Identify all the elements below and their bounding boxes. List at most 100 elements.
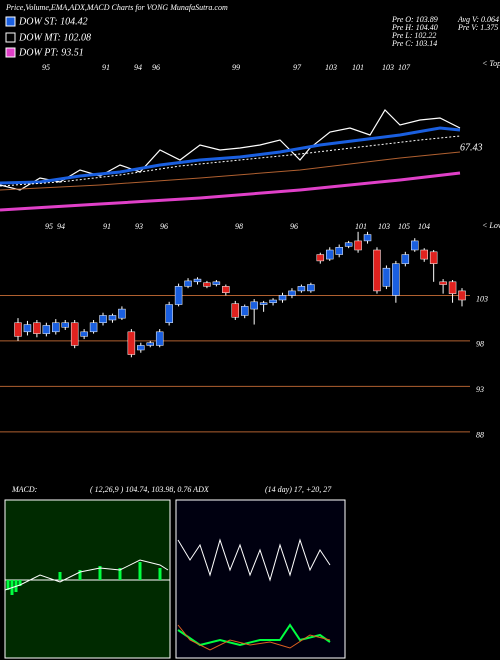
candle-body [439,281,447,285]
candle-body [335,247,343,255]
candle-body [70,322,79,346]
ema-label: 95 [42,63,50,72]
candle-body [278,295,287,301]
candle-body [33,322,41,334]
y-tick-label: 103 [476,294,488,303]
candle-body [458,290,466,301]
candle-body [420,249,428,260]
ema-label: 94 [134,63,142,72]
candle-body [373,249,381,292]
candle-body [61,322,69,328]
macd-params: ( 12,26,9 ) 104.74, 103.98, 0.76 ADX [90,485,210,494]
price-line [0,109,461,191]
macd-line [4,559,169,591]
candle-body [52,322,60,333]
ema-label: 101 [355,222,367,231]
ema-label: 101 [352,63,364,72]
candle-body [411,240,419,251]
candle-body [363,234,372,242]
ema-label: 99 [232,63,240,72]
candle-body [89,322,98,333]
tops-label: < Tops [482,59,500,68]
macd-label: MACD: [11,485,38,494]
ema-label: 91 [102,63,110,72]
ema-label: 94 [57,222,65,231]
quote-item: Pre C: 103.14 [391,39,437,48]
candle-body [23,324,32,333]
candle-body [297,286,306,292]
legend-swatch [5,16,16,27]
candle-body [155,331,164,346]
candle-body [240,306,249,316]
candle-body [392,263,400,296]
ema-pt [0,171,461,212]
ema-panel: < Tops < Lows 67.43 [0,59,500,230]
di-plus [177,623,331,647]
quote-item: Pre H: 104.40 [391,23,438,32]
y-tick-label: 88 [476,431,484,440]
macd-panel [4,499,171,659]
candle-body [137,345,145,351]
ema-label: 91 [103,222,111,231]
candle-body [269,299,277,303]
ema-label: 96 [152,63,160,72]
candle-body [203,282,211,287]
ema-label: 104 [418,222,430,231]
candle-body [42,325,51,334]
ema-mid [0,135,461,187]
candle-body [146,342,155,346]
ema-label: 93 [135,222,143,231]
lows-label: < Lows [482,221,500,230]
ema-label: 103 [378,222,390,231]
candle-body [316,254,325,262]
candle-body [80,331,88,337]
candle-body [165,304,173,323]
di-minus [177,624,331,651]
y-tick-label: 93 [476,385,484,394]
candle-body [250,301,258,310]
candle-body [231,303,240,318]
value-label: 67.43 [460,142,483,153]
candle-body [307,284,315,292]
candle-body [212,281,221,285]
candle-body [382,267,391,287]
legend-label: DOW MT: 102.08 [18,32,91,43]
adx-params: (14 day) 17, +20, 27 [265,485,332,494]
legend: DOW ST: 104.42 DOW MT: 102.08 DOW PT: 93… [5,16,91,58]
adx-line [177,538,331,582]
candle-body [259,302,268,305]
candle-body [354,240,362,251]
candle-body [99,315,107,323]
candle-body [401,254,410,264]
ema-short [0,126,461,185]
quote-item: Pre L: 102.22 [391,31,436,40]
candle-body [108,315,117,321]
quote-item: Pre O: 103.89 [391,15,438,24]
candle-body [325,249,334,260]
candle-body [118,308,126,319]
candle-body [448,281,457,294]
ema-label: 95 [45,222,53,231]
candle-body [184,280,192,287]
ema-label: 97 [293,63,302,72]
ema-label: 105 [398,222,410,231]
candle-body [193,278,202,283]
page-title: Price,Volume,EMA,ADX,MACD Charts for VON… [5,3,228,12]
ema-label: 96 [290,222,298,231]
y-tick-label: 98 [476,340,484,349]
legend-label: DOW PT: 93.51 [18,47,84,58]
ema-long [0,151,461,191]
candle-body [14,322,22,337]
legend-label: DOW ST: 104.42 [18,16,88,27]
candle-body [127,331,136,355]
ema-label: 107 [398,63,411,72]
adx-panel [175,499,346,659]
legend-swatch [5,32,16,43]
ema-label: 103 [325,63,337,72]
ema-label: 103 [382,63,394,72]
bottom-panels: MACD: ( 12,26,9 ) 104.74, 103.98, 0.76 A… [4,485,346,659]
quote-item: Avg V: 0.064 M [457,15,500,24]
candle-body [174,286,183,305]
candle-body [429,251,438,264]
